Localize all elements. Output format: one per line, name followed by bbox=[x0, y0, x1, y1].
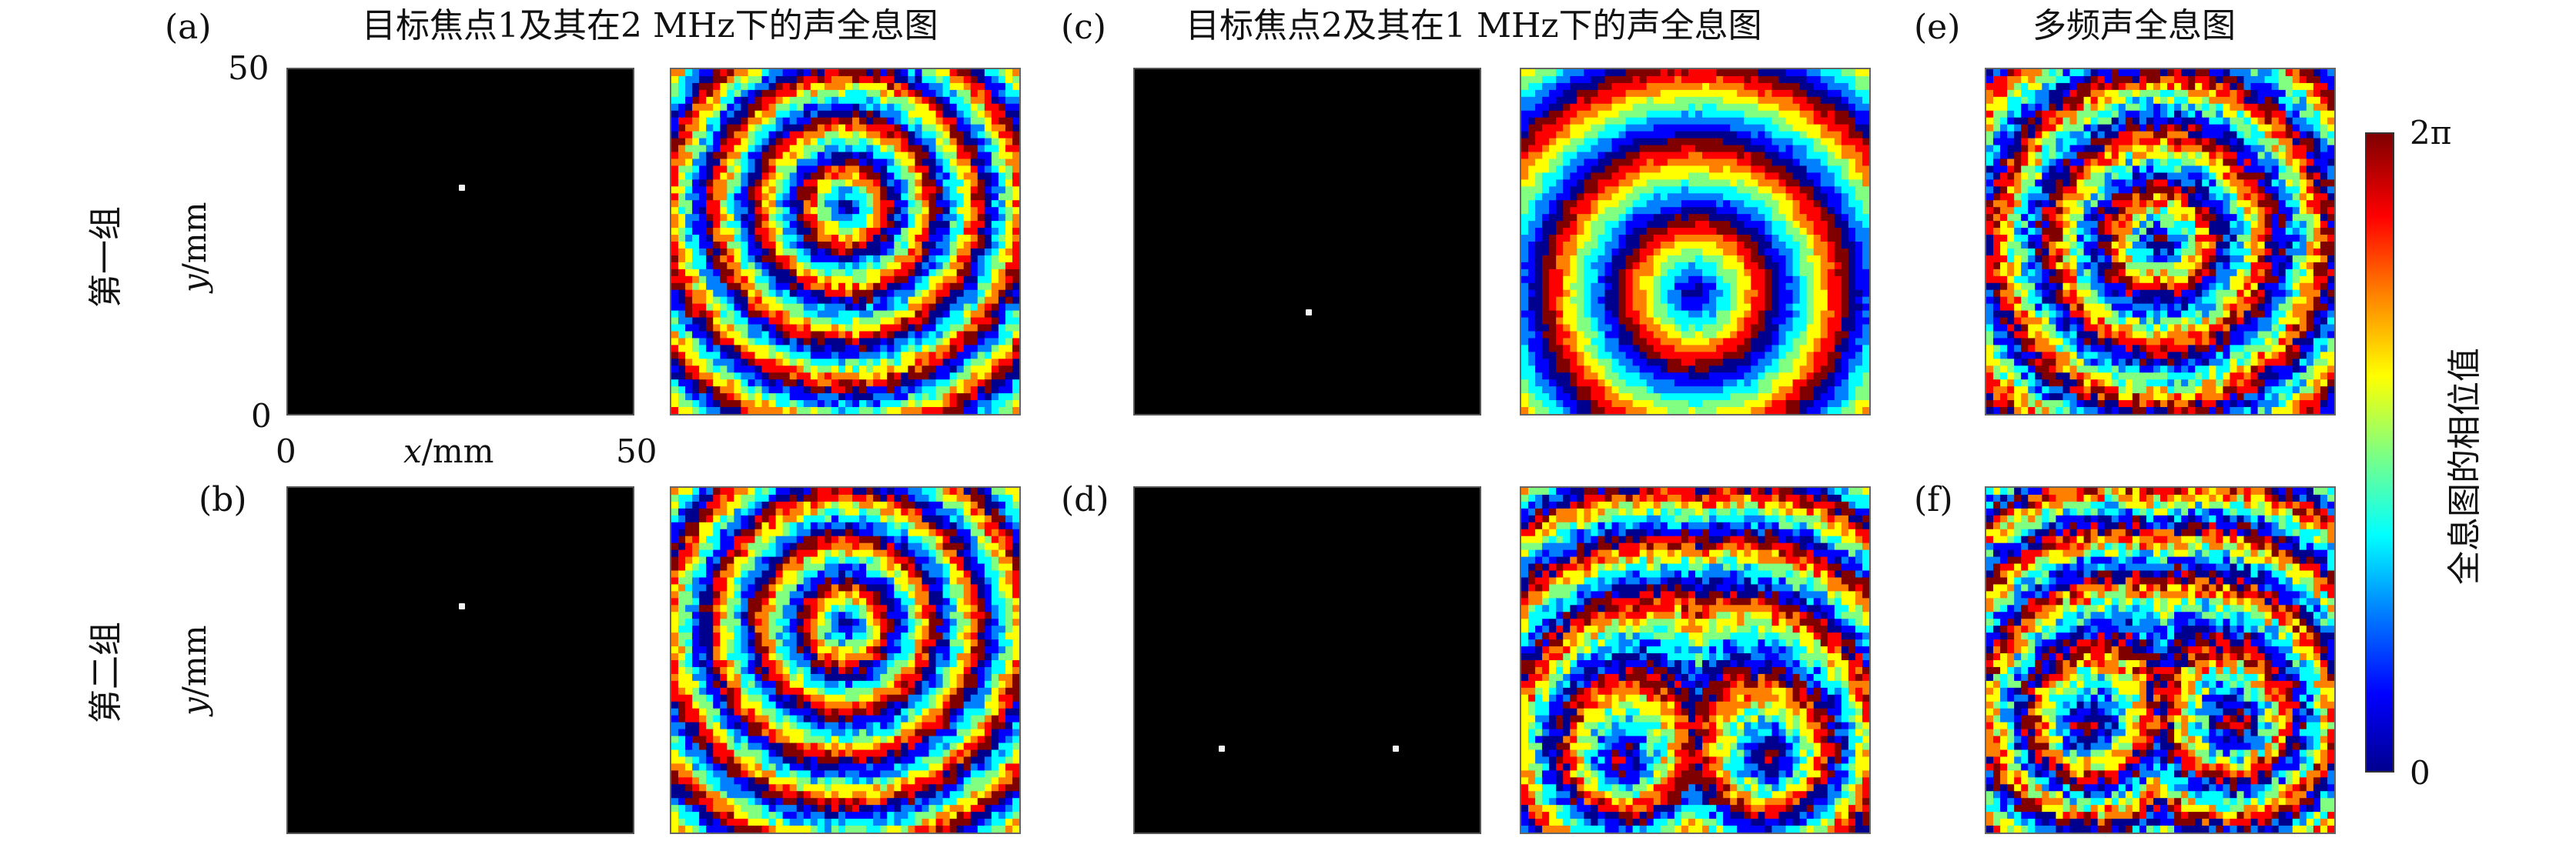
colorbar-tick-bottom bbox=[2387, 771, 2394, 773]
hologram-texture-f bbox=[1986, 488, 2334, 833]
y-tick-bottom: 0 bbox=[251, 397, 272, 435]
panel-letter-b: (b) bbox=[199, 480, 247, 519]
title-group-a: 目标焦点1及其在2 MHz下的声全息图 bbox=[362, 6, 938, 45]
x-axis-var: x bbox=[403, 432, 422, 470]
y-axis-var: y bbox=[176, 274, 213, 292]
colorbar-label-text: 全息图的相位值 bbox=[2445, 348, 2484, 585]
x-tick-right: 50 bbox=[616, 432, 657, 470]
focus-point-a-1 bbox=[459, 184, 465, 191]
colorbar-min-label: 0 bbox=[2410, 754, 2430, 792]
hologram-panel-d bbox=[1520, 486, 1871, 834]
focus-point-b-1 bbox=[459, 602, 465, 609]
y-axis-unit-2: /mm bbox=[176, 625, 213, 698]
colorbar-tick-top bbox=[2387, 132, 2394, 134]
hologram-panel-a bbox=[670, 68, 1021, 415]
focus-point-d-2 bbox=[1393, 746, 1399, 752]
panel-letter-c: (c) bbox=[1061, 8, 1106, 47]
target-panel-b bbox=[286, 486, 634, 834]
y-axis-unit: /mm bbox=[176, 202, 213, 275]
hologram-panel-c bbox=[1520, 68, 1871, 415]
x-tick-left: 0 bbox=[276, 432, 296, 470]
y-axis-label-row1: y/mm bbox=[176, 202, 213, 292]
panel-letter-a: (a) bbox=[165, 8, 212, 47]
colorbar-max-label: 2π bbox=[2410, 114, 2452, 152]
panel-letter-f: (f) bbox=[1914, 480, 1953, 519]
hologram-texture-c bbox=[1521, 69, 1869, 414]
y-tick-top: 50 bbox=[228, 49, 269, 87]
y-axis-var-2: y bbox=[176, 697, 213, 716]
x-axis-label: x/mm bbox=[403, 436, 494, 468]
hologram-texture-d bbox=[1521, 488, 1869, 833]
hologram-panel-f bbox=[1985, 486, 2336, 834]
focus-point-d-1 bbox=[1219, 746, 1225, 752]
panel-letter-e: (e) bbox=[1914, 8, 1961, 47]
colorbar-label: 全息图的相位值 bbox=[2445, 348, 2484, 585]
hologram-texture-e bbox=[1986, 69, 2334, 414]
target-panel-d bbox=[1133, 486, 1481, 834]
hologram-panel-b bbox=[670, 486, 1021, 834]
colorbar bbox=[2365, 132, 2394, 773]
hologram-texture-b bbox=[671, 488, 1019, 833]
focus-point-c-1 bbox=[1306, 309, 1312, 316]
y-axis-label-row2: y/mm bbox=[176, 625, 213, 716]
x-axis-unit: /mm bbox=[421, 432, 494, 470]
target-panel-c bbox=[1133, 68, 1481, 415]
row-label-2-text: 第二组 bbox=[86, 622, 125, 723]
hologram-texture-a bbox=[671, 69, 1019, 414]
row-label-2: 第二组 bbox=[86, 622, 125, 723]
target-panel-a bbox=[286, 68, 634, 415]
title-group-c: 目标焦点2及其在1 MHz下的声全息图 bbox=[1186, 6, 1762, 45]
row-label-1: 第一组 bbox=[86, 206, 125, 308]
panel-letter-d: (d) bbox=[1061, 480, 1109, 519]
title-group-e: 多频声全息图 bbox=[2032, 6, 2236, 45]
hologram-panel-e bbox=[1985, 68, 2336, 415]
row-label-1-text: 第一组 bbox=[86, 206, 125, 308]
